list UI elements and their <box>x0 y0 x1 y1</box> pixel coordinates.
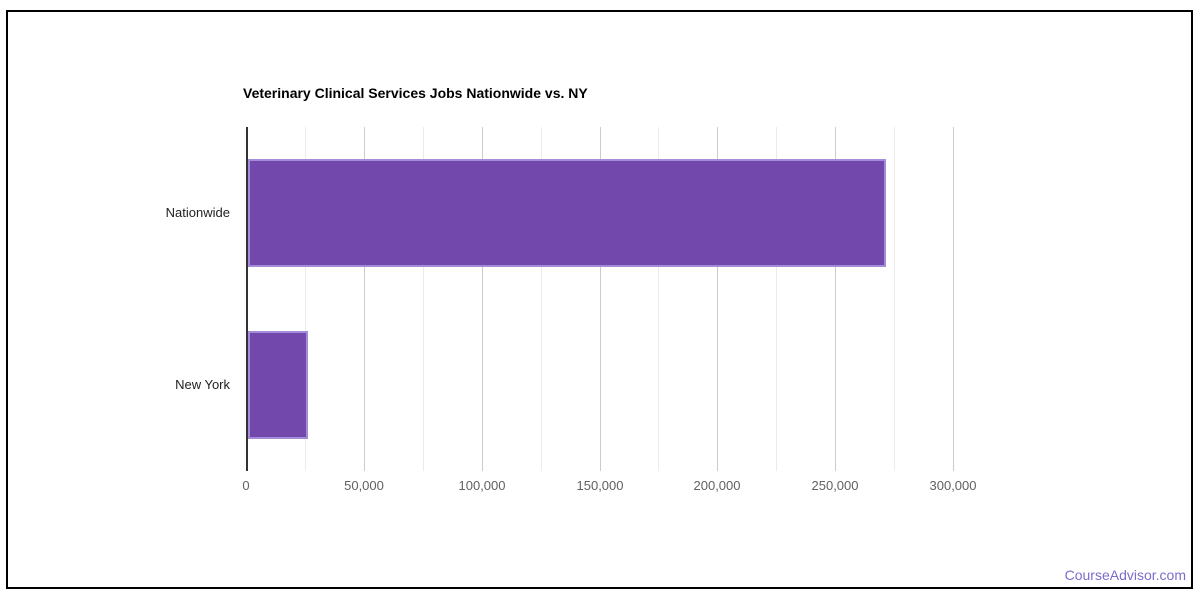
minor-gridline <box>541 127 542 471</box>
bar-new-york <box>248 331 308 439</box>
category-label-new-york: New York <box>175 377 230 392</box>
major-gridline <box>364 127 365 471</box>
x-tick-label: 200,000 <box>693 478 741 493</box>
bar-nationwide <box>248 159 886 267</box>
major-gridline <box>835 127 836 471</box>
chart-frame-border <box>6 10 1193 589</box>
plot-area <box>246 127 954 471</box>
x-tick-label: 300,000 <box>929 478 977 493</box>
major-gridline <box>717 127 718 471</box>
x-tick-label: 0 <box>242 478 250 493</box>
minor-gridline <box>423 127 424 471</box>
x-tick-label: 150,000 <box>576 478 624 493</box>
minor-gridline <box>894 127 895 471</box>
x-tick-label: 50,000 <box>344 478 384 493</box>
chart-title: Veterinary Clinical Services Jobs Nation… <box>243 85 588 101</box>
major-gridline <box>482 127 483 471</box>
x-tick-label: 100,000 <box>458 478 506 493</box>
minor-gridline <box>305 127 306 471</box>
x-tick-label: 250,000 <box>811 478 859 493</box>
category-label-nationwide: Nationwide <box>165 205 230 220</box>
y-axis-baseline <box>246 127 248 471</box>
courseadvisor-watermark-link[interactable]: CourseAdvisor.com <box>1064 567 1186 583</box>
major-gridline <box>953 127 954 471</box>
major-gridline <box>600 127 601 471</box>
minor-gridline <box>776 127 777 471</box>
minor-gridline <box>658 127 659 471</box>
